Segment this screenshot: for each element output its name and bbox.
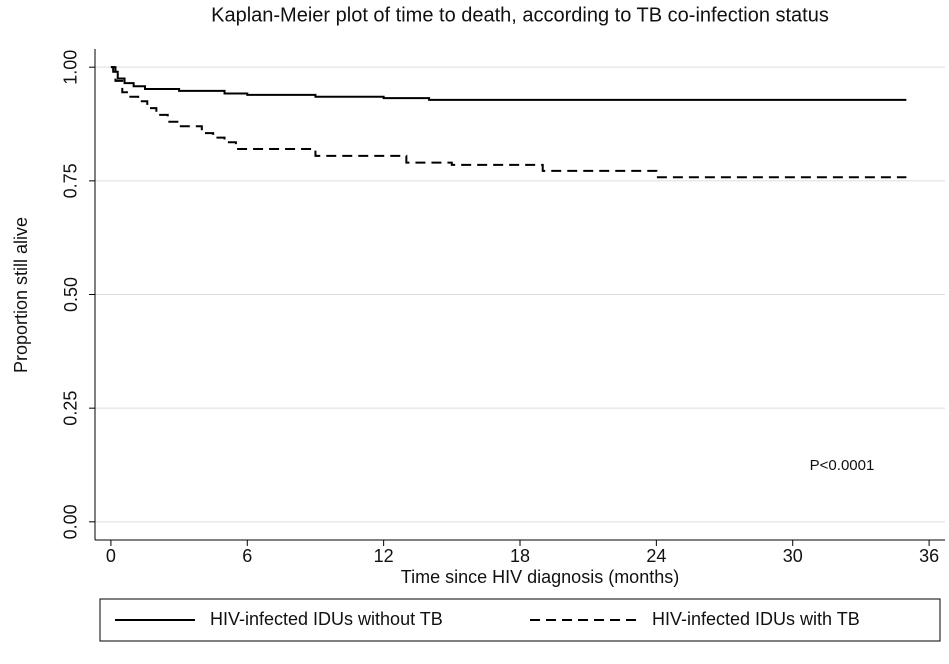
- x-axis-label: Time since HIV diagnosis (months): [401, 567, 679, 587]
- x-tick-label: 0: [106, 546, 116, 566]
- y-tick-label: 0.00: [61, 504, 81, 539]
- legend-label: HIV-infected IDUs without TB: [210, 609, 443, 629]
- survival-curve: [110, 66, 907, 101]
- x-tick-label: 12: [374, 546, 394, 566]
- y-axis-label: Proportion still alive: [11, 217, 31, 373]
- survival-curve: [110, 66, 907, 179]
- legend-box: [99, 598, 941, 642]
- chart-title: Kaplan-Meier plot of time to death, acco…: [211, 4, 829, 26]
- annotation: P<0.0001: [810, 457, 875, 474]
- x-tick-label: 6: [242, 546, 252, 566]
- y-tick-label: 1.00: [61, 50, 81, 85]
- legend-label: HIV-infected IDUs with TB: [652, 609, 860, 629]
- y-tick-label: 0.50: [61, 277, 81, 312]
- x-tick-label: 24: [646, 546, 666, 566]
- y-tick-label: 0.75: [61, 163, 81, 198]
- x-tick-label: 18: [510, 546, 530, 566]
- x-tick-label: 36: [919, 546, 939, 566]
- y-tick-label: 0.25: [61, 391, 81, 426]
- x-tick-label: 30: [783, 546, 803, 566]
